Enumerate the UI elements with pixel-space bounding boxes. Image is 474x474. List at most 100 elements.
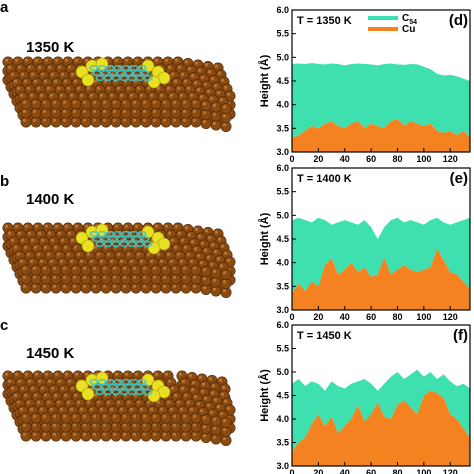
atom-highlight bbox=[162, 118, 167, 122]
atom-highlight bbox=[122, 266, 127, 270]
atom-highlight bbox=[146, 252, 151, 256]
copper-atom bbox=[130, 412, 142, 424]
atom-highlight bbox=[23, 79, 28, 83]
atom-highlight bbox=[187, 233, 192, 237]
atom-highlight bbox=[122, 423, 127, 427]
atom-highlight bbox=[16, 252, 21, 256]
atom-highlight bbox=[43, 79, 48, 83]
atom-highlight bbox=[136, 400, 141, 404]
atom-highlight bbox=[178, 372, 183, 376]
atom-highlight bbox=[189, 93, 194, 97]
atom-highlight bbox=[36, 400, 41, 404]
atom-highlight bbox=[222, 437, 227, 441]
atom-highlight bbox=[52, 118, 57, 122]
atom-highlight bbox=[29, 93, 34, 97]
atom-highlight bbox=[177, 65, 182, 69]
copper-atom bbox=[100, 98, 112, 110]
atom-highlight bbox=[79, 259, 84, 263]
atom-highlight bbox=[46, 400, 51, 404]
copper-atom bbox=[120, 264, 132, 276]
atom-highlight bbox=[62, 432, 67, 436]
y-tick-label: 4.5 bbox=[276, 234, 289, 244]
atom-highlight bbox=[119, 93, 124, 97]
atom-highlight bbox=[32, 284, 37, 288]
copper-atom bbox=[200, 265, 212, 277]
atom-highlight bbox=[201, 382, 206, 386]
atom-highlight bbox=[86, 86, 91, 90]
atom-highlight bbox=[149, 259, 154, 263]
atom-highlight bbox=[217, 237, 222, 241]
copper-atom bbox=[90, 412, 102, 424]
atom-highlight bbox=[102, 414, 107, 418]
copper-atom bbox=[110, 264, 122, 276]
atom-highlight bbox=[52, 100, 57, 104]
atom-highlight bbox=[42, 109, 47, 113]
atom-highlight bbox=[212, 278, 217, 282]
atom-highlight bbox=[36, 252, 41, 256]
copper-atom bbox=[90, 264, 102, 276]
atom-highlight bbox=[193, 81, 198, 85]
y-tick-label: 3.0 bbox=[276, 461, 289, 471]
atom-highlight bbox=[222, 428, 227, 432]
atom-highlight bbox=[84, 372, 89, 376]
atom-highlight bbox=[136, 252, 141, 256]
snapshot-temperature: 1400 K bbox=[26, 191, 75, 208]
atom-highlight bbox=[32, 275, 37, 279]
atom-highlight bbox=[213, 250, 218, 254]
atom-highlight bbox=[167, 379, 172, 383]
atom-highlight bbox=[122, 275, 127, 279]
atom-highlight bbox=[162, 100, 167, 104]
atom-highlight bbox=[190, 388, 195, 392]
atom-highlight bbox=[19, 259, 24, 263]
atom-highlight bbox=[62, 275, 67, 279]
atom-highlight bbox=[76, 86, 81, 90]
atom-highlight bbox=[52, 266, 57, 270]
atom-highlight bbox=[213, 84, 218, 88]
atom-highlight bbox=[166, 400, 171, 404]
atom-highlight bbox=[10, 72, 15, 76]
atom-highlight bbox=[112, 432, 117, 436]
atom-highlight bbox=[152, 100, 157, 104]
atom-highlight bbox=[32, 266, 37, 270]
atom-highlight bbox=[102, 266, 107, 270]
y-tick-label: 4.0 bbox=[276, 100, 289, 110]
atom-highlight bbox=[40, 386, 45, 390]
atom-highlight bbox=[42, 414, 47, 418]
atom-highlight bbox=[182, 118, 187, 122]
atom-highlight bbox=[79, 93, 84, 97]
atom-highlight bbox=[139, 259, 144, 263]
atom-highlight bbox=[199, 409, 204, 413]
atom-highlight bbox=[202, 120, 207, 124]
atom-highlight bbox=[112, 284, 117, 288]
copper-atom bbox=[80, 264, 92, 276]
atom-highlight bbox=[57, 65, 62, 69]
atom-highlight bbox=[64, 372, 69, 376]
atom-highlight bbox=[222, 280, 227, 284]
atom-highlight bbox=[30, 72, 35, 76]
atom-highlight bbox=[172, 284, 177, 288]
atom-highlight bbox=[116, 400, 121, 404]
atom-highlight bbox=[17, 65, 22, 69]
atom-highlight bbox=[176, 400, 181, 404]
atom-highlight bbox=[203, 248, 208, 252]
atom-highlight bbox=[173, 393, 178, 397]
atom-highlight bbox=[109, 407, 114, 411]
atom-highlight bbox=[182, 275, 187, 279]
atom-highlight bbox=[26, 252, 31, 256]
atom-highlight bbox=[22, 275, 27, 279]
atom-highlight bbox=[4, 58, 9, 62]
atom-highlight bbox=[96, 86, 101, 90]
atom-highlight bbox=[166, 252, 171, 256]
atom-highlight bbox=[142, 423, 147, 427]
atom-highlight bbox=[173, 245, 178, 249]
atom-highlight bbox=[206, 403, 211, 407]
atom-highlight bbox=[129, 259, 134, 263]
copper-atom bbox=[70, 98, 82, 110]
atom-highlight bbox=[102, 432, 107, 436]
atom-highlight bbox=[67, 379, 72, 383]
atom-highlight bbox=[203, 82, 208, 86]
c54-area bbox=[292, 369, 470, 452]
copper-atom bbox=[180, 264, 192, 276]
atom-highlight bbox=[192, 275, 197, 279]
